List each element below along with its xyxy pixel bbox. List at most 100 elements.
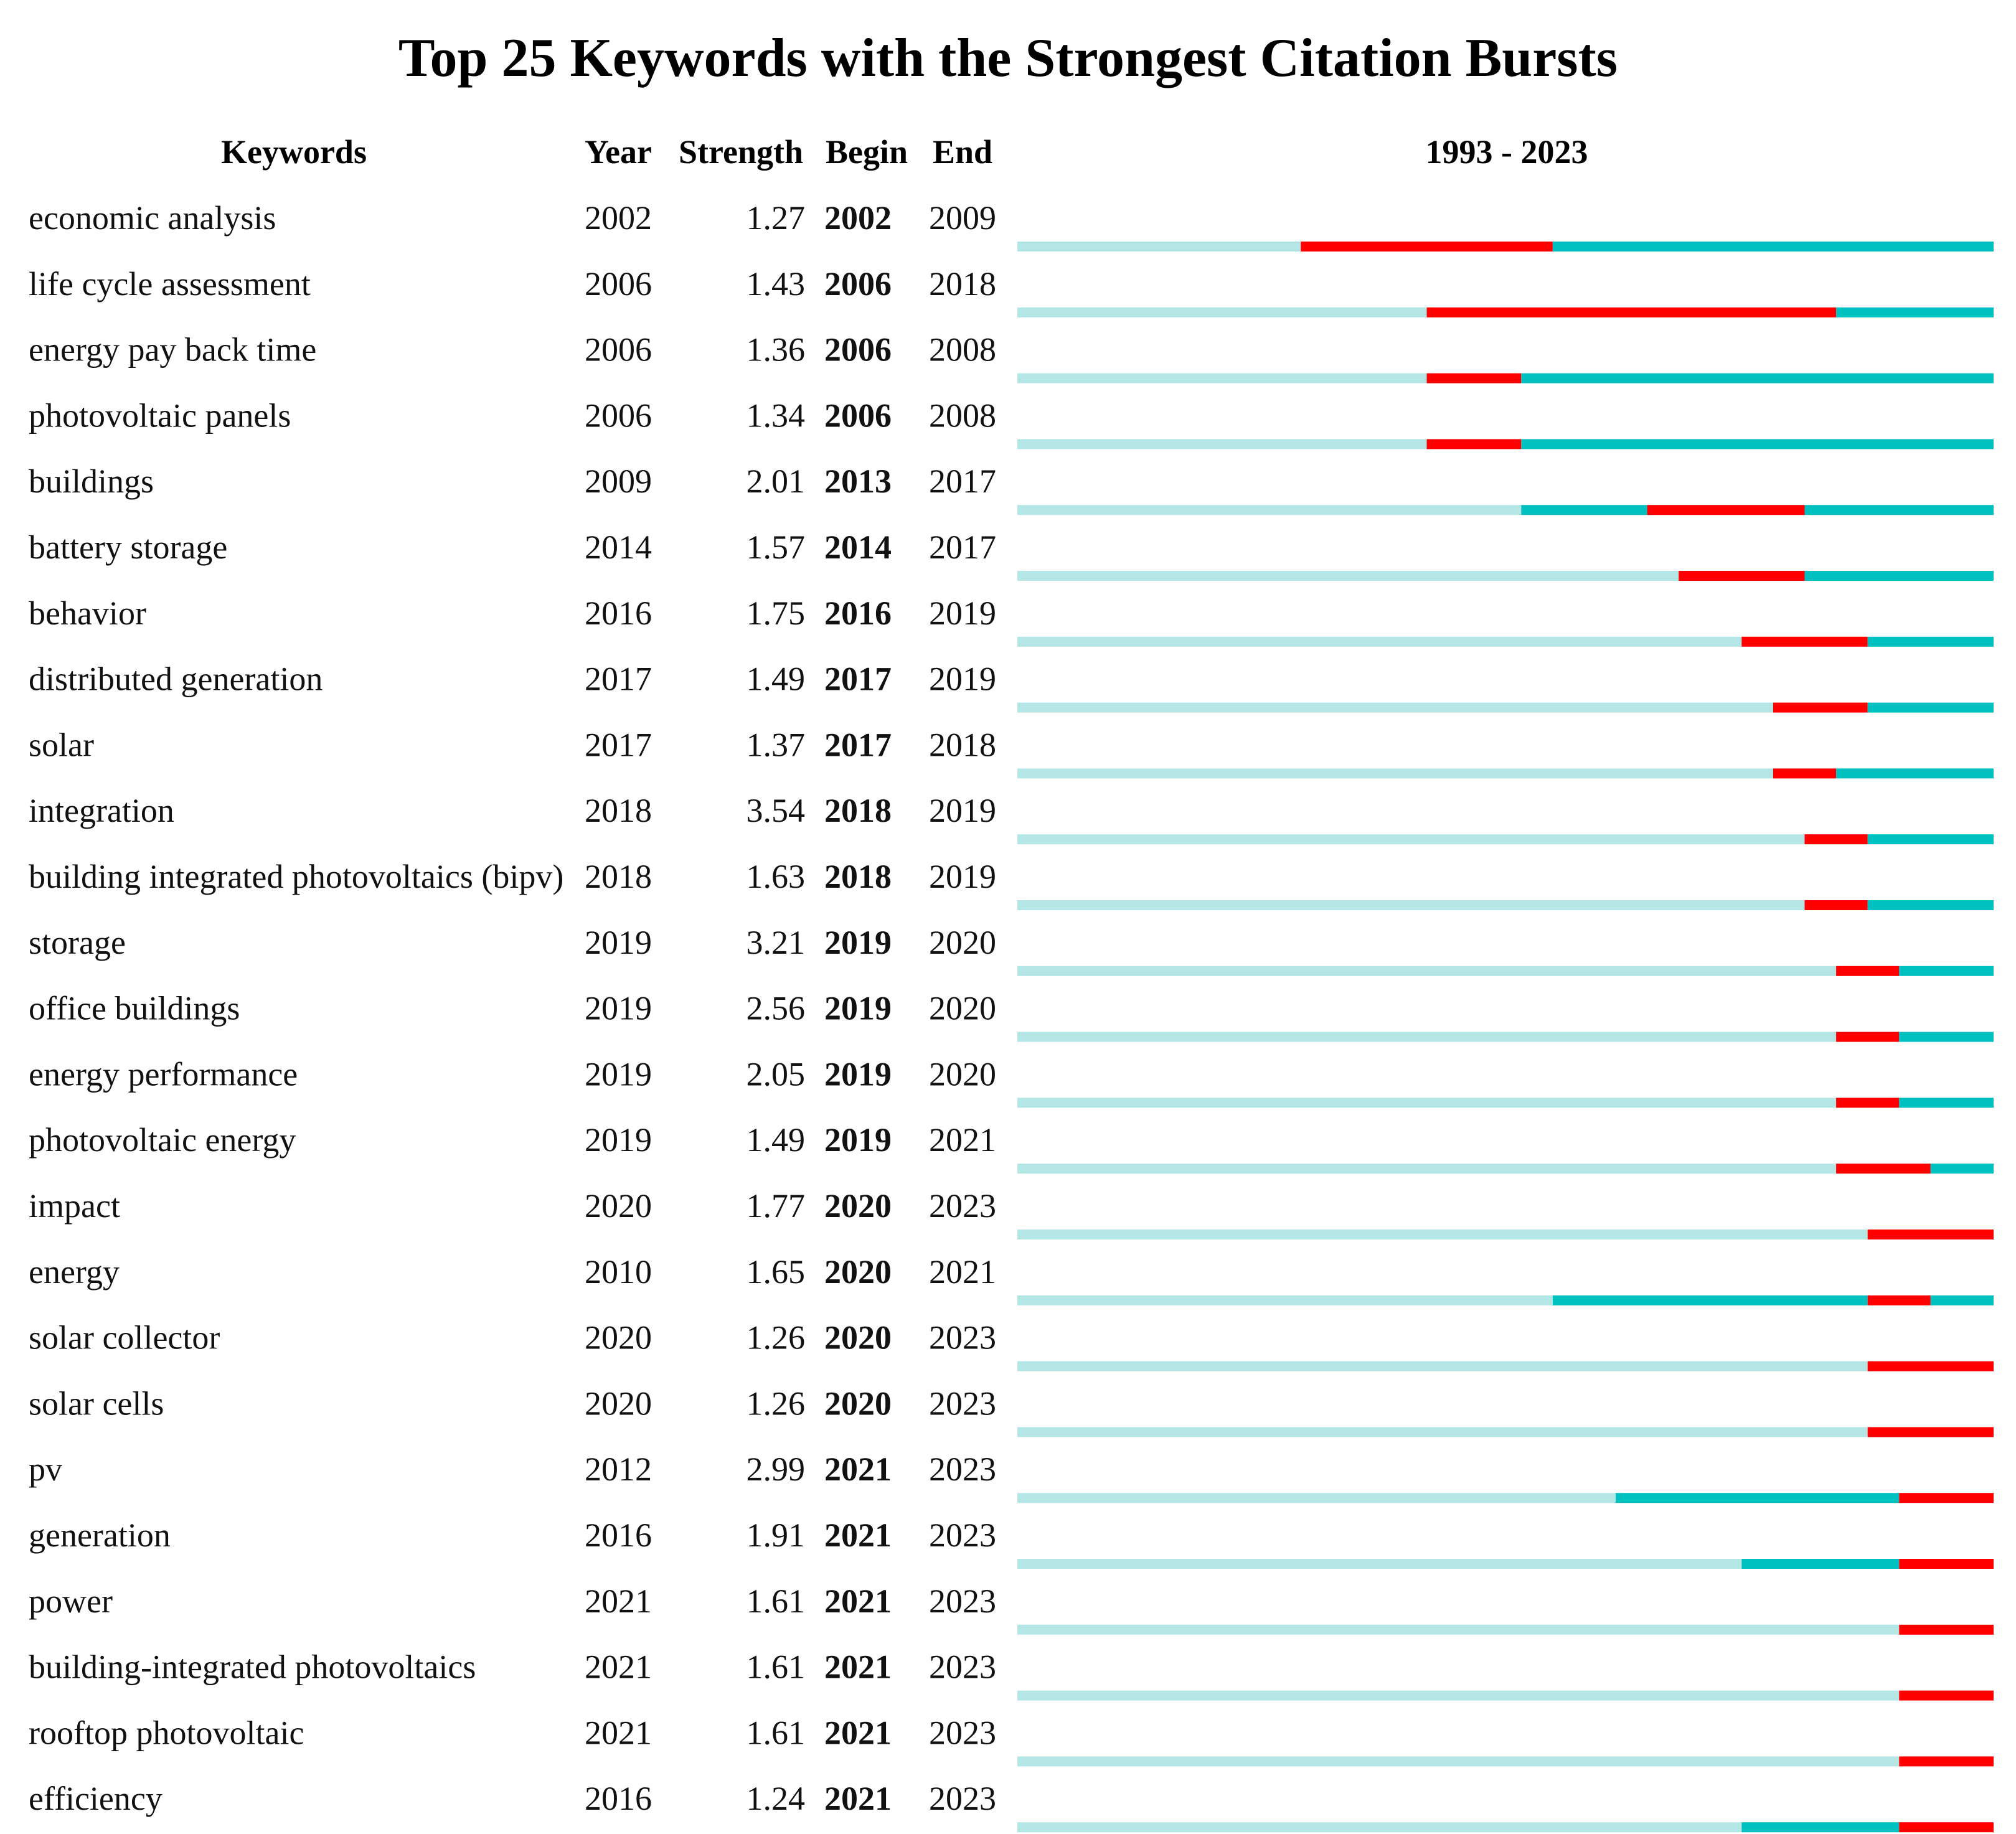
year-value: 2014 (585, 529, 652, 566)
strength-value: 1.63 (747, 858, 806, 895)
table-row: photovoltaic energy 2019 1.49 2019 2021 (29, 1121, 1994, 1174)
header-strength: Strength (679, 133, 803, 171)
strength-value: 1.26 (747, 1385, 806, 1422)
timeline-inactive-segment (1017, 1098, 1837, 1108)
year-value: 2016 (585, 1780, 652, 1817)
burst-bar (1899, 1493, 1994, 1503)
burst-bar (1679, 571, 1805, 581)
header-timeline-range: 1993 - 2023 (1426, 133, 1588, 171)
timeline-active-segment (1899, 1032, 1994, 1042)
table-row: storage 2019 3.21 2019 2020 (29, 924, 1994, 976)
year-value: 2019 (585, 1055, 652, 1093)
end-year: 2023 (929, 1385, 996, 1422)
burst-bar (1301, 242, 1553, 252)
keyword-label: storage (29, 924, 126, 961)
end-year: 2023 (929, 1780, 996, 1817)
begin-year: 2016 (824, 595, 892, 632)
table-row: economic analysis 2002 1.27 2002 2009 (29, 199, 1994, 252)
begin-year: 2006 (824, 397, 892, 434)
burst-bar (1804, 834, 1868, 845)
table-row: solar cells 2020 1.26 2020 2023 (29, 1385, 1994, 1437)
burst-bar (1867, 1361, 1994, 1371)
year-value: 2009 (585, 463, 652, 500)
year-value: 2006 (585, 265, 652, 303)
keyword-label: building-integrated photovoltaics (29, 1648, 476, 1686)
end-year: 2023 (929, 1451, 996, 1488)
keyword-label: energy pay back time (29, 331, 316, 369)
strength-value: 2.56 (747, 990, 806, 1027)
year-value: 2006 (585, 397, 652, 434)
strength-value: 1.36 (747, 331, 806, 369)
begin-year: 2002 (824, 199, 892, 237)
year-value: 2020 (585, 1319, 652, 1357)
burst-bar (1867, 1427, 1994, 1437)
table-row: efficiency 2016 1.24 2021 2023 (29, 1780, 1994, 1833)
table-row: rooftop photovoltaic 2021 1.61 2021 2023 (29, 1714, 1994, 1767)
timeline-active-segment (1521, 439, 1994, 449)
keyword-label: rooftop photovoltaic (29, 1714, 304, 1751)
keyword-label: behavior (29, 595, 146, 632)
begin-year: 2020 (824, 1385, 892, 1422)
timeline-inactive-segment (1017, 768, 1773, 779)
keyword-label: solar (29, 726, 94, 763)
timeline-inactive-segment (1017, 1427, 1868, 1437)
strength-value: 1.49 (747, 661, 806, 698)
begin-year: 2017 (824, 726, 892, 763)
begin-year: 2019 (824, 1121, 892, 1159)
timeline-inactive-segment (1017, 1493, 1616, 1503)
burst-bar (1899, 1756, 1994, 1767)
chart-title: Top 25 Keywords with the Strongest Citat… (398, 28, 1618, 88)
burst-bar (1804, 900, 1868, 910)
timeline-inactive-segment (1017, 439, 1427, 449)
begin-year: 2021 (824, 1451, 892, 1488)
header-end: End (933, 133, 992, 171)
end-year: 2018 (929, 726, 996, 763)
year-value: 2016 (585, 595, 652, 632)
begin-year: 2021 (824, 1780, 892, 1817)
keyword-label: energy performance (29, 1055, 298, 1093)
end-year: 2023 (929, 1648, 996, 1686)
timeline-inactive-segment (1017, 1624, 1900, 1635)
timeline-active-segment (1741, 1822, 1900, 1833)
end-year: 2009 (929, 199, 996, 237)
strength-value: 3.21 (747, 924, 806, 961)
year-value: 2020 (585, 1385, 652, 1422)
timeline-active-segment (1867, 834, 1994, 845)
strength-value: 1.61 (747, 1648, 806, 1686)
timeline-active-segment (1552, 242, 1994, 252)
keyword-label: distributed generation (29, 661, 323, 698)
timeline-active-segment (1804, 571, 1994, 581)
burst-bar (1773, 702, 1868, 713)
burst-bar (1741, 636, 1868, 647)
table-row: building integrated photovoltaics (bipv)… (29, 858, 1994, 910)
keyword-label: photovoltaic panels (29, 397, 291, 434)
year-value: 2006 (585, 331, 652, 369)
year-value: 2020 (585, 1187, 652, 1225)
strength-value: 1.24 (747, 1780, 806, 1817)
timeline-inactive-segment (1017, 1690, 1900, 1701)
begin-year: 2006 (824, 331, 892, 369)
timeline-active-segment (1804, 505, 1994, 515)
year-value: 2019 (585, 1121, 652, 1159)
timeline-active-segment (1836, 307, 1994, 317)
timeline-inactive-segment (1017, 1230, 1868, 1239)
table-row: impact 2020 1.77 2020 2023 (29, 1187, 1994, 1239)
strength-value: 1.37 (747, 726, 806, 763)
burst-bar (1899, 1559, 1994, 1569)
begin-year: 2020 (824, 1187, 892, 1225)
burst-bar (1899, 1822, 1994, 1833)
end-year: 2021 (929, 1253, 996, 1291)
begin-year: 2019 (824, 1055, 892, 1093)
strength-value: 1.61 (747, 1714, 806, 1751)
burst-bar (1867, 1295, 1931, 1305)
begin-year: 2018 (824, 792, 892, 829)
begin-year: 2014 (824, 529, 892, 566)
begin-year: 2017 (824, 661, 892, 698)
table-row: buildings 2009 2.01 2013 2017 (29, 463, 1994, 515)
begin-year: 2019 (824, 924, 892, 961)
strength-value: 1.77 (747, 1187, 806, 1225)
begin-year: 2020 (824, 1319, 892, 1357)
strength-value: 2.99 (747, 1451, 806, 1488)
year-value: 2010 (585, 1253, 652, 1291)
begin-year: 2018 (824, 858, 892, 895)
